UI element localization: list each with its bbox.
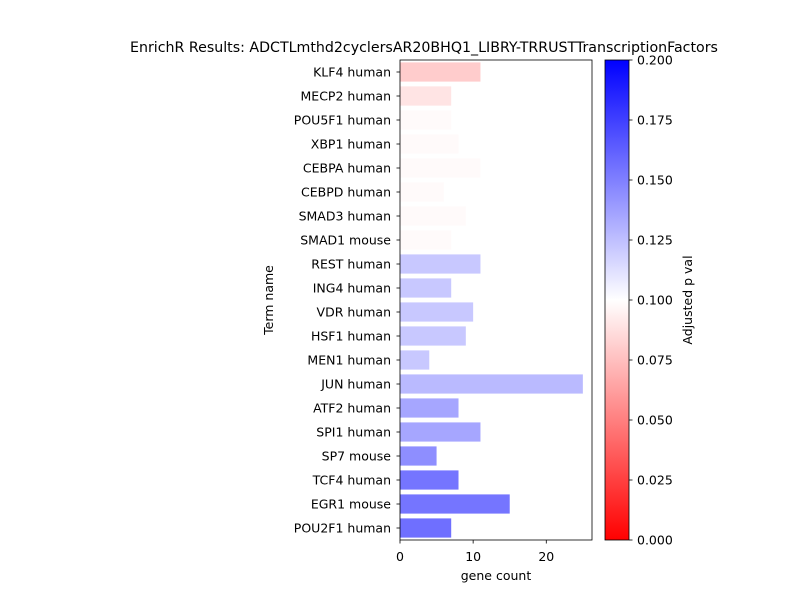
colorbar-tick-label: 0.075 [637,353,673,368]
bar [400,182,444,202]
x-tick-label: 20 [538,549,554,564]
bars-group [400,62,583,538]
colorbar-tick-label: 0.000 [637,533,673,548]
y-tick-label: CEBPD human [301,185,391,200]
y-tick-label: SP7 mouse [322,449,392,464]
bar [400,470,459,490]
y-tick-label: SPI1 human [316,425,391,440]
y-tick-label: JUN human [320,377,391,392]
bar [400,254,481,274]
bar [400,374,583,394]
bar [400,446,437,466]
colorbar-tick-label: 0.025 [637,473,673,488]
x-tick-label: 10 [465,549,481,564]
y-tick-label: MEN1 human [307,353,391,368]
bar [400,86,452,106]
y-tick-label: ATF2 human [313,401,391,416]
bar [400,62,481,82]
colorbar-tick-label: 0.200 [637,53,673,68]
bar [400,518,452,538]
colorbar-tick-label: 0.125 [637,233,673,248]
y-tick-label: SMAD3 human [299,209,391,224]
y-tick-label: POU5F1 human [294,113,391,128]
x-tick-label: 0 [396,549,404,564]
y-tick-label: CEBPA human [303,161,391,176]
y-tick-label: POU2F1 human [294,521,391,536]
colorbar-tick-label: 0.175 [637,113,673,128]
x-axis-ticks: 0 10 20 [396,540,554,564]
colorbar [604,59,630,541]
y-tick-label: REST human [311,257,391,272]
y-axis-ticks: KLF4 human MECP2 human POU5F1 human XBP1 hu… [294,65,400,536]
y-tick-label: EGR1 mouse [311,497,391,512]
bar [400,134,459,154]
y-tick-label: SMAD1 mouse [300,233,391,248]
y-tick-label: MECP2 human [301,89,391,104]
y-tick-label: KLF4 human [313,65,391,80]
y-tick-label: HSF1 human [311,329,391,344]
bar [400,278,452,298]
x-axis-label: gene count [461,568,532,583]
y-tick-label: ING4 human [313,281,391,296]
y-tick-label: TCF4 human [312,473,391,488]
bar [400,230,452,250]
colorbar-tick-label: 0.050 [637,413,673,428]
bar [400,326,466,346]
bar [400,206,466,226]
bar [400,302,474,322]
colorbar-tick-label: 0.100 [637,293,673,308]
bar [400,350,430,370]
y-tick-label: VDR human [317,305,391,320]
bar [400,158,481,178]
y-axis-label: Term name [261,265,276,336]
bar [400,110,452,130]
colorbar-label: Adjusted p val [680,255,695,344]
bar [400,398,459,418]
y-tick-label: XBP1 human [311,137,391,152]
bar [400,422,481,442]
plot-area-frame [399,59,593,541]
colorbar-ticks: 0.000 0.025 0.050 0.075 0.100 0.125 0.150 0.175… [629,53,673,548]
bar [400,494,510,514]
chart-title: EnrichR Results: ADCTLmthd2cyclersAR20BH… [130,40,718,56]
colorbar-tick-label: 0.150 [637,173,673,188]
